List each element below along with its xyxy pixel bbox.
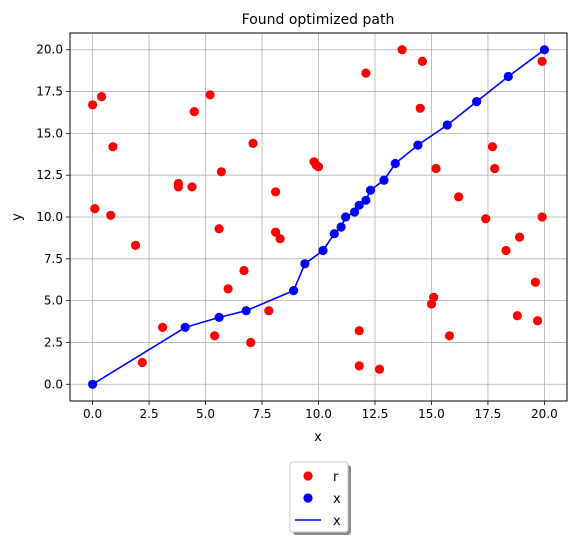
y-tick-label: 12.5 xyxy=(36,168,63,182)
x-tick-label: 15.0 xyxy=(418,407,445,421)
blue-path-node xyxy=(413,140,423,150)
blue-path-node xyxy=(329,229,339,239)
x-axis-label: x xyxy=(314,430,322,445)
x-tick-label: 5.0 xyxy=(196,407,215,421)
red-point xyxy=(90,204,100,214)
red-point xyxy=(415,103,425,113)
y-tick-label: 17.5 xyxy=(36,85,63,99)
red-point xyxy=(429,292,439,302)
x-tick-label: 7.5 xyxy=(252,407,271,421)
x-tick-label: 0.0 xyxy=(83,407,102,421)
red-point xyxy=(137,357,147,368)
blue-path-node xyxy=(354,200,364,210)
y-axis-label: y xyxy=(10,213,25,221)
y-tick-label: 0.0 xyxy=(44,377,63,391)
legend-label: x xyxy=(333,514,341,529)
y-tick-label: 7.5 xyxy=(44,252,63,266)
red-point xyxy=(173,182,183,192)
red-point xyxy=(501,245,511,256)
legend-marker xyxy=(303,471,313,481)
red-point xyxy=(246,337,256,348)
red-point xyxy=(187,182,197,192)
legend-label: r xyxy=(333,470,339,485)
blue-path-node xyxy=(379,175,389,185)
red-point xyxy=(481,214,491,224)
x-tick-label: 20.0 xyxy=(531,407,558,421)
plot-marks xyxy=(88,45,550,389)
red-point xyxy=(130,240,141,250)
x-tick-label: 17.5 xyxy=(475,407,502,421)
blue-path-node xyxy=(361,195,371,205)
y-tick-label: 10.0 xyxy=(36,210,63,224)
blue-path-node xyxy=(241,306,251,316)
x-axis: 0.0 2.5 5.0 7.5 10.0 12.5 15.0 17.5 20.0 xyxy=(83,401,558,421)
red-point xyxy=(158,322,168,332)
red-point xyxy=(97,92,107,102)
red-point xyxy=(530,277,541,287)
red-point xyxy=(313,162,324,172)
legend-box xyxy=(289,461,349,533)
blue-path-node xyxy=(472,97,482,107)
legend: rxx xyxy=(289,461,351,535)
blue-path-node xyxy=(214,312,224,322)
red-point xyxy=(354,326,364,336)
legend-marker xyxy=(303,493,313,503)
red-point xyxy=(397,45,407,55)
red-point xyxy=(108,142,118,152)
red-point xyxy=(533,316,543,326)
red-point xyxy=(361,68,371,78)
red-point xyxy=(444,331,455,341)
red-point xyxy=(417,56,427,66)
y-tick-label: 20.0 xyxy=(36,43,63,57)
x-tick-label: 12.5 xyxy=(362,407,389,421)
blue-path-node xyxy=(336,222,346,232)
x-tick-label: 10.0 xyxy=(305,407,332,421)
red-point xyxy=(374,364,385,374)
red-point xyxy=(248,138,258,148)
red-point xyxy=(88,100,98,110)
y-tick-label: 15.0 xyxy=(36,126,63,140)
y-axis: 0.0 2.5 5.0 7.5 10.0 12.5 15.0 17.5 20.0 xyxy=(36,43,70,391)
red-point xyxy=(214,224,224,234)
red-point xyxy=(106,210,116,220)
red-point xyxy=(264,306,274,316)
blue-path-node xyxy=(300,259,310,269)
red-point xyxy=(271,227,281,237)
chart-title: Found optimized path xyxy=(242,12,395,28)
red-point xyxy=(205,90,215,100)
blue-path-node xyxy=(88,379,98,389)
red-point xyxy=(271,187,281,197)
red-point xyxy=(431,163,441,174)
red-point xyxy=(239,265,249,276)
blue-path-node xyxy=(318,245,328,256)
red-point xyxy=(512,311,522,321)
red-point xyxy=(487,142,497,152)
blue-path-node xyxy=(180,322,190,332)
blue-path-node xyxy=(289,286,299,296)
red-point xyxy=(515,232,525,242)
red-point xyxy=(223,284,233,294)
blue-path-node xyxy=(442,120,452,130)
legend-label: x xyxy=(333,492,341,507)
blue-path-node xyxy=(539,45,550,55)
blue-path-node xyxy=(365,185,376,195)
red-point xyxy=(275,234,285,244)
red-point xyxy=(454,192,464,202)
red-point xyxy=(189,107,199,117)
blue-path-node xyxy=(503,71,513,82)
red-point xyxy=(216,167,226,177)
blue-path-node xyxy=(350,207,360,217)
red-point xyxy=(210,331,220,341)
blue-path-node xyxy=(390,158,400,169)
red-point xyxy=(354,361,364,371)
red-point xyxy=(537,212,547,222)
x-tick-label: 2.5 xyxy=(140,407,159,421)
red-point xyxy=(490,163,500,174)
y-tick-label: 2.5 xyxy=(44,335,63,349)
blue-path-node xyxy=(341,212,351,222)
y-tick-label: 5.0 xyxy=(44,294,63,308)
red-point xyxy=(537,56,547,66)
